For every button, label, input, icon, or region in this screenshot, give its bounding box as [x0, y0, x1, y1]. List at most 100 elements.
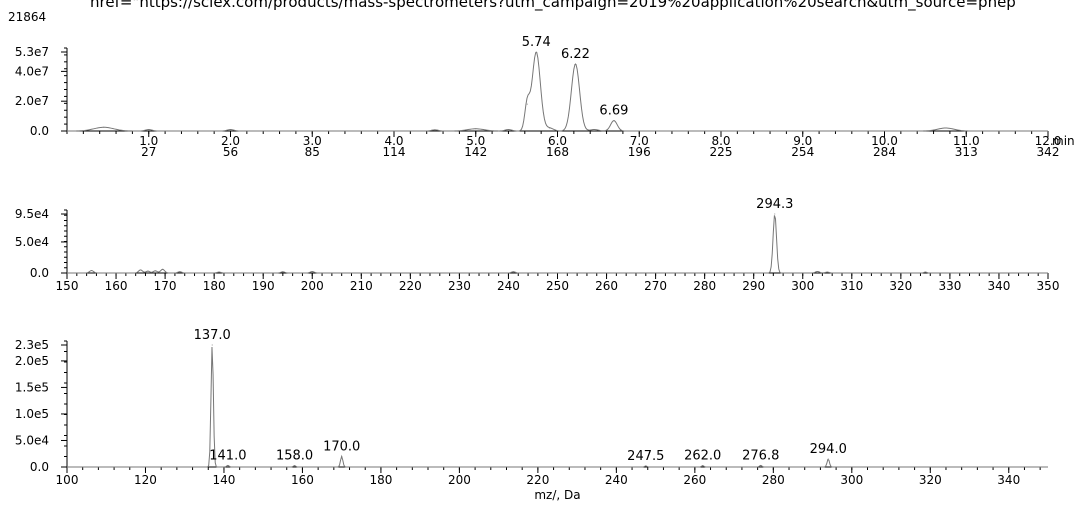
x-tick-label: 200 [301, 279, 324, 293]
peak-point [507, 129, 509, 131]
peak-label: 247.5 [627, 449, 664, 464]
trace-line [67, 347, 1048, 468]
x-tick-label: 4.0 [384, 134, 403, 148]
x-scan-label: 114 [383, 145, 406, 159]
y-tick-label: 5.3e7 [15, 45, 49, 59]
x-tick-label: 10.0 [871, 134, 898, 148]
peak-point [179, 271, 181, 273]
x-scan-label: 168 [546, 145, 569, 159]
peak-label: 262.0 [684, 449, 721, 464]
x-tick-label: 9.0 [793, 134, 812, 148]
x-tick-label: 3.0 [303, 134, 322, 148]
y-tick-label: 2.0e5 [15, 354, 49, 368]
peak-label: 137.0 [194, 328, 231, 343]
peak-point [211, 344, 213, 346]
peak-point [827, 458, 829, 460]
x-scan-label: 56 [223, 145, 238, 159]
peak-point [593, 129, 595, 131]
peak-point [613, 120, 615, 122]
peak-label: 158.0 [276, 449, 313, 464]
x-tick-label: 180 [369, 473, 392, 487]
x-tick-label: 180 [203, 279, 226, 293]
peak-point [512, 271, 514, 273]
x-scan-label: 254 [791, 145, 814, 159]
x-tick-label: 330 [938, 279, 961, 293]
x-scan-label: 85 [305, 145, 320, 159]
x-tick-label: 160 [105, 279, 128, 293]
y-tick-label: 1.5e5 [15, 380, 49, 394]
x-tick-label: 320 [919, 473, 942, 487]
peak-point [574, 63, 576, 65]
x-tick-label: 220 [399, 279, 422, 293]
x-tick-label: 6.0 [548, 134, 567, 148]
x-tick-label: 300 [840, 473, 863, 487]
x-tick-label: 12.0 [1035, 134, 1062, 148]
x-tick-label: 230 [448, 279, 471, 293]
x-tick-label: 340 [987, 279, 1010, 293]
peak-point [945, 127, 947, 129]
x-tick-label: 290 [742, 279, 765, 293]
x-tick-label: 1.0 [139, 134, 158, 148]
x-tick-label: 260 [595, 279, 618, 293]
y-tick-label: 4.0e7 [15, 64, 49, 78]
x-tick-label: 8.0 [711, 134, 730, 148]
x-scan-label: 342 [1037, 145, 1060, 159]
peak-point [760, 464, 762, 466]
y-tick-label: 1.0e5 [15, 407, 49, 421]
x-tick-label: 240 [497, 279, 520, 293]
peak-point [924, 271, 926, 273]
x-tick-label: 190 [252, 279, 275, 293]
x-scan-label: 225 [710, 145, 733, 159]
y-tick-label: 9.5e4 [15, 207, 49, 221]
peak-point [294, 465, 296, 467]
x-tick-label: 200 [448, 473, 471, 487]
y-tick-label: 0.0 [30, 124, 49, 138]
peak-label: 294.0 [810, 442, 847, 457]
peak-point [103, 126, 105, 128]
x-tick-label: 250 [546, 279, 569, 293]
x-scan-label: 284 [873, 145, 896, 159]
x-tick-label: 270 [644, 279, 667, 293]
x-tick-label: 5.0 [466, 134, 485, 148]
url-text: href="https://sciex.com/products/mass-sp… [90, 0, 1016, 11]
trace-line [67, 215, 1048, 274]
peak-point [826, 271, 828, 273]
y-tick-label: 5.0e4 [15, 235, 49, 249]
x-scan-label: 27 [141, 145, 156, 159]
peak-point [148, 129, 150, 131]
peak-point [702, 465, 704, 467]
peak-point [548, 127, 550, 129]
x-tick-label: 310 [840, 279, 863, 293]
x-tick-label: 220 [526, 473, 549, 487]
peak-label: 141.0 [209, 448, 246, 463]
x-scan-label: 196 [628, 145, 651, 159]
y-tick-label: 2.3e5 [15, 338, 49, 352]
x-tick-label: 150 [56, 279, 79, 293]
peak-point [475, 128, 477, 130]
x-tick-label: 7.0 [630, 134, 649, 148]
peak-point [341, 455, 343, 457]
peak-point [434, 129, 436, 131]
x-tick-label: 140 [213, 473, 236, 487]
x-unit-label: min [1052, 134, 1075, 148]
peak-point [91, 270, 93, 272]
y-tick-label: 0.0 [30, 460, 49, 474]
peak-point [230, 129, 231, 131]
x-tick-label: 120 [134, 473, 157, 487]
x-scan-label: 142 [464, 145, 487, 159]
x-scan-label: 313 [955, 145, 978, 159]
peak-point [147, 270, 149, 272]
intensity-counter: 21864 [8, 10, 47, 24]
x-axis-label: mz/, Da [534, 488, 580, 502]
x-tick-label: 350 [1037, 279, 1060, 293]
x-tick-label: 340 [997, 473, 1020, 487]
peak-label: 6.69 [599, 104, 628, 119]
peak-point [140, 269, 142, 271]
peak-label: 294.3 [756, 197, 793, 212]
x-tick-label: 11.0 [953, 134, 980, 148]
trace-line [67, 52, 1048, 132]
peak-point [154, 270, 156, 272]
x-tick-label: 160 [291, 473, 314, 487]
y-tick-label: 5.0e4 [15, 433, 49, 447]
